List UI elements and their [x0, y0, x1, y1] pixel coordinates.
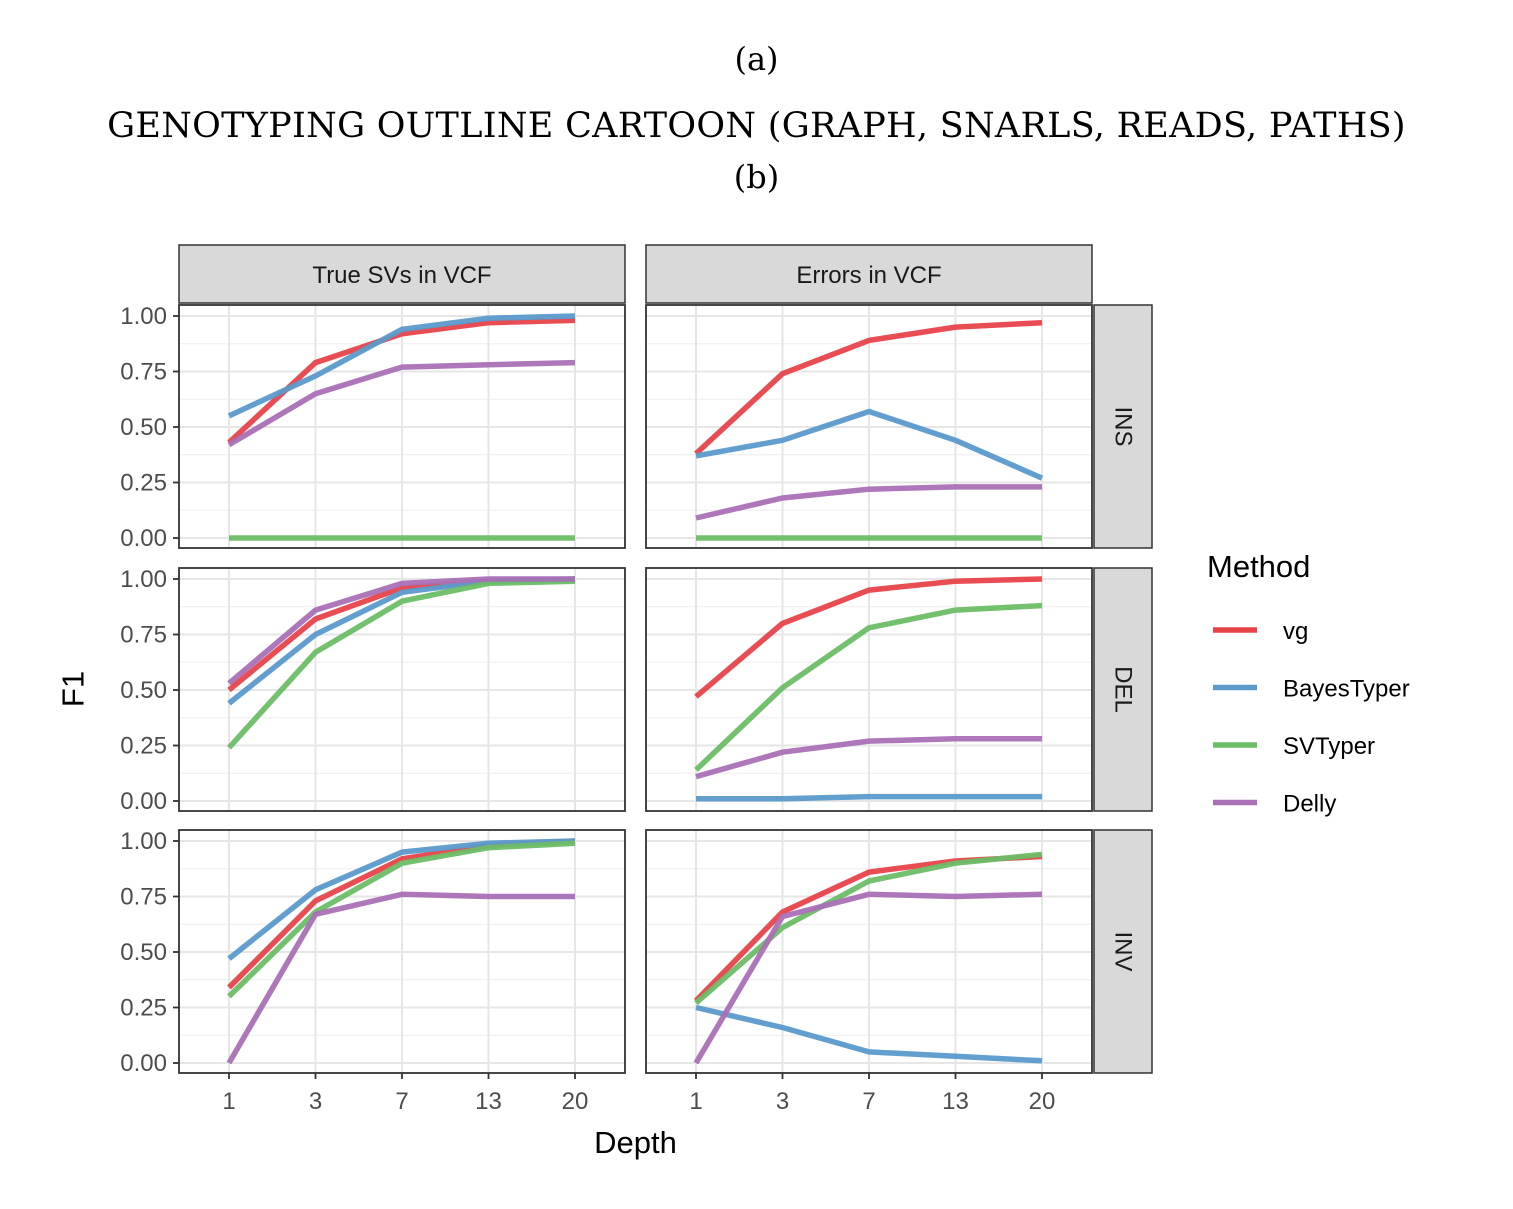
x-tick-label: 20 — [562, 1088, 589, 1115]
x-axis-title: Depth — [594, 1125, 677, 1160]
y-tick-label: 0.00 — [120, 788, 167, 815]
y-tick-label: 0.75 — [120, 884, 167, 911]
x-tick-label: 1 — [689, 1088, 702, 1115]
x-tick-label: 20 — [1029, 1088, 1056, 1115]
y-tick-label: 0.50 — [120, 414, 167, 441]
legend-label: Delly — [1283, 791, 1336, 818]
x-tick-label: 3 — [309, 1088, 322, 1115]
row-strip-label: INS — [1110, 406, 1137, 446]
y-axis-title: F1 — [56, 671, 91, 707]
y-tick-label: 0.50 — [120, 939, 167, 966]
column-strip — [178, 244, 626, 304]
series-line-delly — [693, 891, 1043, 1065]
series-line-vg — [694, 319, 1043, 456]
x-tick-label: 13 — [475, 1088, 502, 1115]
row-strip-label: DEL — [1110, 666, 1137, 713]
x-tick-label: 1 — [222, 1088, 235, 1115]
facet-panel — [646, 830, 1092, 1073]
series-line-delly — [695, 736, 1042, 780]
y-tick-label: 1.00 — [120, 566, 167, 593]
y-tick-label: 1.00 — [120, 303, 167, 330]
facet-panel — [179, 830, 625, 1073]
column-strip-label: True SVs in VCF — [312, 262, 491, 289]
row-strip — [1093, 829, 1153, 1074]
legend-label: BayesTyper — [1283, 676, 1410, 703]
x-tick-label: 7 — [862, 1088, 875, 1115]
facet-panel — [179, 568, 625, 811]
caption-a: (a) — [734, 40, 779, 78]
panel-border — [645, 567, 1093, 812]
column-strip-label: Errors in VCF — [796, 262, 941, 289]
y-tick-label: 0.25 — [120, 995, 167, 1022]
facet-panel — [646, 305, 1092, 548]
series-line-delly — [695, 484, 1042, 521]
series-line-svtyper — [694, 851, 1043, 1006]
y-tick-label: 1.00 — [120, 828, 167, 855]
legend-label: vg — [1283, 618, 1308, 645]
y-tick-label: 0.00 — [120, 525, 167, 552]
series-line-vg — [694, 576, 1043, 699]
x-tick-label: 3 — [776, 1088, 789, 1115]
caption-title: GENOTYPING OUTLINE CARTOON (GRAPH, SNARL… — [107, 106, 1406, 146]
y-tick-label: 0.25 — [120, 470, 167, 497]
y-tick-label: 0.00 — [120, 1050, 167, 1077]
series-line-bayestyper — [227, 313, 576, 419]
y-tick-label: 0.25 — [120, 733, 167, 760]
x-tick-label: 13 — [942, 1088, 969, 1115]
panel-border — [645, 304, 1093, 549]
legend-label: SVTyper — [1283, 733, 1375, 760]
series-line-delly — [226, 891, 575, 1065]
series-line-svtyper — [227, 840, 576, 999]
series-line-svtyper — [694, 602, 1043, 772]
x-tick-label: 7 — [395, 1088, 408, 1115]
series-line-bayestyper — [696, 793, 1042, 802]
y-tick-label: 0.50 — [120, 677, 167, 704]
row-strip — [1093, 304, 1153, 549]
series-line-delly — [227, 359, 576, 448]
row-strip-label: INV — [1110, 931, 1137, 971]
series-line-bayestyper — [695, 1004, 1043, 1064]
series-line-svtyper — [226, 578, 576, 750]
column-strip — [645, 244, 1093, 304]
series-line-bayestyper — [227, 838, 576, 961]
legend: Method vg BayesTyper SVTyper Delly — [1207, 549, 1410, 818]
y-tick-label: 0.75 — [120, 622, 167, 649]
caption-b: (b) — [733, 158, 780, 196]
y-tick-label: 0.75 — [120, 359, 167, 386]
row-strip — [1093, 567, 1153, 812]
legend-title: Method — [1207, 549, 1310, 584]
series-line-bayestyper — [695, 408, 1044, 481]
series-line-delly — [227, 576, 575, 686]
